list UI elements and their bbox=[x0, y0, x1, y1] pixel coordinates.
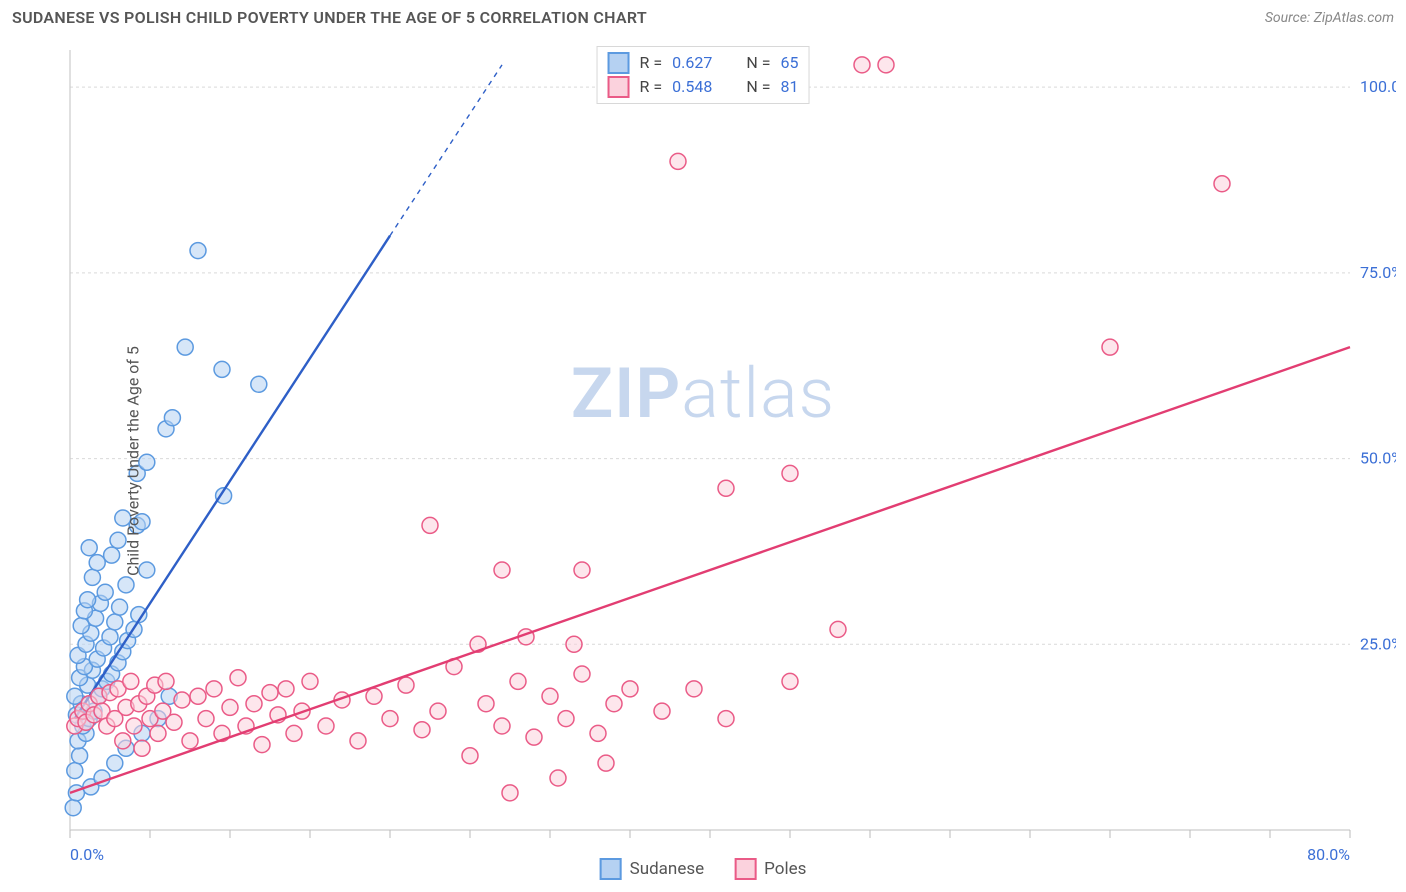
n-label: N = bbox=[746, 75, 770, 99]
title-bar: SUDANESE VS POLISH CHILD POVERTY UNDER T… bbox=[0, 0, 1406, 31]
legend-label: Sudanese bbox=[630, 859, 705, 879]
legend-stat-row: R = 0.548 N = 81 bbox=[608, 75, 799, 99]
r-value: 0.548 bbox=[672, 75, 712, 99]
svg-text:80.0%: 80.0% bbox=[1307, 845, 1350, 864]
r-label: R = bbox=[640, 51, 663, 75]
legend-swatch bbox=[608, 52, 630, 74]
r-label: R = bbox=[640, 75, 663, 99]
n-value: 81 bbox=[780, 75, 798, 99]
legend-swatch bbox=[734, 858, 756, 880]
y-axis-label: Child Poverty Under the Age of 5 bbox=[123, 346, 142, 576]
legend-item: Poles bbox=[734, 858, 806, 880]
legend-swatch bbox=[600, 858, 622, 880]
legend-stat-row: R = 0.627 N = 65 bbox=[608, 51, 799, 75]
chart-container: Child Poverty Under the Age of 5 ZIPatla… bbox=[10, 40, 1396, 882]
svg-text:100.0%: 100.0% bbox=[1360, 77, 1396, 96]
svg-text:50.0%: 50.0% bbox=[1360, 449, 1396, 468]
svg-text:0.0%: 0.0% bbox=[70, 845, 104, 864]
legend-swatch bbox=[608, 76, 630, 98]
source-attribution: Source: ZipAtlas.com bbox=[1265, 10, 1394, 26]
chart-title: SUDANESE VS POLISH CHILD POVERTY UNDER T… bbox=[12, 8, 647, 27]
svg-text:75.0%: 75.0% bbox=[1360, 263, 1396, 282]
scatter-chart: 25.0% 50.0% 75.0% 100.0% 0.0% 80.0% bbox=[10, 40, 1396, 882]
r-value: 0.627 bbox=[672, 51, 712, 75]
legend-item: Sudanese bbox=[600, 858, 705, 880]
n-value: 65 bbox=[780, 51, 798, 75]
n-label: N = bbox=[746, 51, 770, 75]
series-legend: Sudanese Poles bbox=[600, 858, 807, 880]
legend-label: Poles bbox=[764, 859, 806, 879]
correlation-legend: R = 0.627 N = 65 R = 0.548 N = 81 bbox=[597, 46, 810, 104]
svg-text:25.0%: 25.0% bbox=[1360, 634, 1396, 653]
